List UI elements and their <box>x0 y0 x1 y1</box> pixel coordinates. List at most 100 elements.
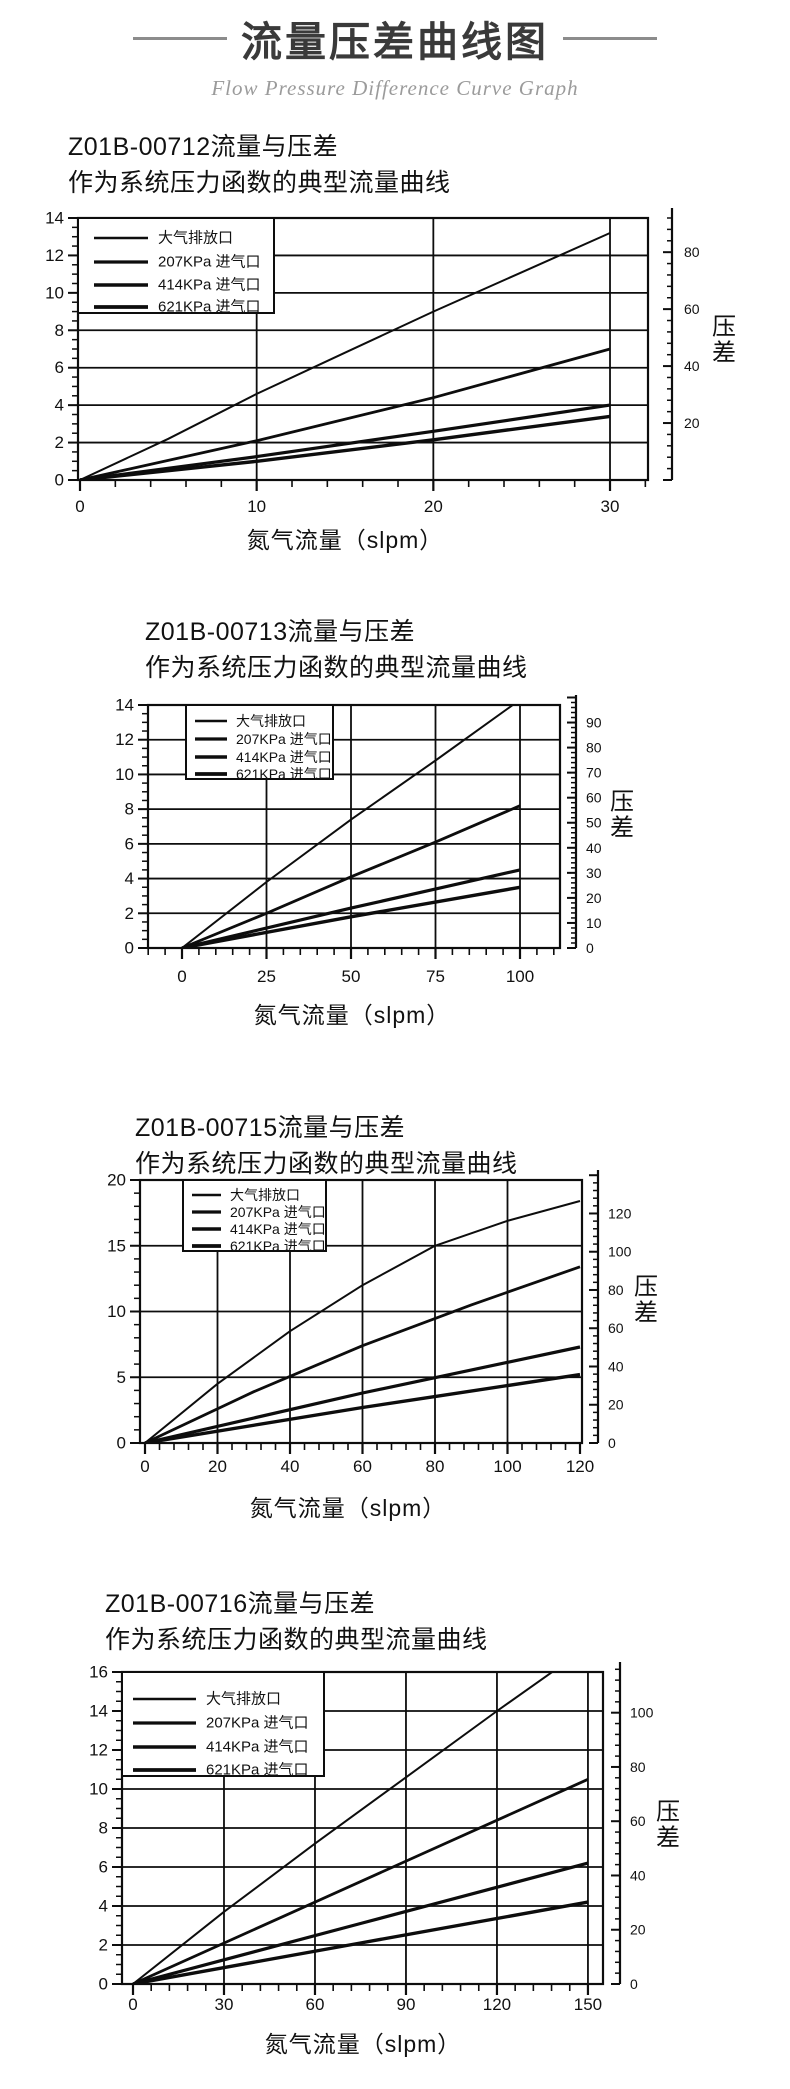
y-left-tick-label: 0 <box>99 1975 108 1994</box>
x-tick-label: 100 <box>493 1457 521 1476</box>
gridlines <box>140 1180 582 1443</box>
y-right-tick-label: 0 <box>608 1435 616 1451</box>
chart-Z01B-00713: 0 2 4 6 8 10 12 14 0 25 50 75 100 0 10 20 30 40 50 60 70 80 90… <box>115 618 634 1028</box>
y-left-tick-label: 8 <box>125 800 134 819</box>
right-axis-title-char: 差 <box>656 1825 680 1852</box>
chart-title-line1: Z01B-00713流量与压差 <box>145 618 415 646</box>
y-left-tick-label: 0 <box>117 1434 126 1453</box>
right-axis-title-char: 差 <box>634 1300 658 1327</box>
x-axis-title: 氮气流量（slpm） <box>247 527 444 553</box>
y-right-tick-label: 50 <box>586 815 602 831</box>
y-left-tick-label: 15 <box>107 1236 126 1255</box>
y-right-tick-label: 0 <box>630 1976 638 1992</box>
curves <box>181 705 521 948</box>
legend-label: 大气排放口 <box>236 713 306 729</box>
x-tick-label: 30 <box>215 1995 234 2014</box>
y-left-tick-label: 2 <box>55 433 64 452</box>
legend-label: 大气排放口 <box>158 230 233 247</box>
x-tick-label: 25 <box>257 967 276 986</box>
y-right-tick-label: 100 <box>608 1244 632 1260</box>
curve-207kpa-inlet <box>181 804 521 948</box>
curve-atmospheric-vent <box>132 1672 554 1984</box>
y-left-tick-label: 14 <box>45 209 64 228</box>
x-tick-label: 40 <box>281 1457 300 1476</box>
y-right-tick-label: 40 <box>608 1358 624 1374</box>
main-title: 流量压差曲线图 <box>241 19 549 65</box>
bottom-axis: 0 25 50 75 100 <box>147 948 555 986</box>
legend-label: 大气排放口 <box>230 1187 300 1203</box>
x-tick-label: 30 <box>601 497 620 516</box>
y-left-tick-label: 6 <box>99 1858 108 1877</box>
curves <box>132 1672 589 1984</box>
x-tick-label: 80 <box>426 1457 445 1476</box>
x-axis-title: 氮气流量（slpm） <box>265 2031 462 2057</box>
curve-atmospheric-vent <box>144 1200 581 1443</box>
right-axis-title: 压差 <box>634 1274 658 1327</box>
y-left-tick-label: 14 <box>89 1702 108 1721</box>
x-tick-label: 0 <box>177 967 186 986</box>
y-right-tick-label: 60 <box>630 1813 646 1829</box>
y-left-tick-label: 5 <box>117 1368 126 1387</box>
right-axis-title: 压差 <box>610 789 634 842</box>
y-right-tick-label: 10 <box>586 915 602 931</box>
y-right-tick-label: 0 <box>586 940 594 956</box>
x-tick-label: 120 <box>566 1457 594 1476</box>
y-left-tick-label: 4 <box>55 396 64 415</box>
main-subtitle: Flow Pressure Difference Curve Graph <box>211 76 579 100</box>
y-right-tick-label: 40 <box>586 840 602 856</box>
x-axis-title: 氮气流量（slpm） <box>254 1002 451 1028</box>
curve-621kpa-inlet <box>132 1900 589 1984</box>
curve-207kpa-inlet <box>144 1265 581 1443</box>
x-tick-label: 60 <box>353 1457 372 1476</box>
x-tick-label: 0 <box>140 1457 149 1476</box>
chart-Z01B-00715: 0 5 10 15 20 0 20 40 60 80 100 120 0 20 40 60 80 100 120 压差… <box>107 1114 658 1521</box>
chart-title-line1: Z01B-00712流量与压差 <box>68 133 338 161</box>
x-tick-label: 150 <box>574 1995 602 2014</box>
x-axis-title: 氮气流量（slpm） <box>250 1495 447 1521</box>
legend-label: 207KPa 进气口 <box>236 731 332 747</box>
x-tick-label: 120 <box>483 1995 511 2014</box>
y-right-tick-label: 20 <box>684 415 700 431</box>
x-tick-label: 90 <box>397 1995 416 2014</box>
y-left-tick-label: 4 <box>125 869 134 888</box>
curve-621kpa-inlet <box>144 1372 581 1443</box>
x-tick-label: 10 <box>247 497 266 516</box>
y-left-tick-label: 2 <box>99 1936 108 1955</box>
left-axis: 0 2 4 6 8 10 12 14 <box>115 696 148 958</box>
legend-label: 414KPa 进气口 <box>158 277 261 294</box>
y-right-tick-label: 20 <box>608 1397 624 1413</box>
x-tick-label: 50 <box>342 967 361 986</box>
y-right-tick-label: 60 <box>586 790 602 806</box>
chart-title-line1: Z01B-00715流量与压差 <box>135 1114 405 1142</box>
y-right-tick-label: 20 <box>586 890 602 906</box>
y-left-tick-label: 20 <box>107 1171 126 1190</box>
chart-title-line2: 作为系统压力函数的典型流量曲线 <box>105 1626 488 1654</box>
y-right-tick-label: 30 <box>586 865 602 881</box>
right-axis: 0 20 40 60 80 100 <box>611 1662 654 1992</box>
chart-title-line2: 作为系统压力函数的典型流量曲线 <box>135 1150 518 1178</box>
right-axis: 0 20 40 60 80 100 120 <box>589 1170 632 1451</box>
legend-box <box>182 1179 327 1252</box>
curves <box>79 232 611 480</box>
legend-label: 207KPa 进气口 <box>230 1204 326 1220</box>
y-right-tick-label: 90 <box>586 715 602 731</box>
y-right-tick-label: 20 <box>630 1922 646 1938</box>
y-left-tick-label: 10 <box>89 1780 108 1799</box>
y-right-tick-label: 60 <box>608 1320 624 1336</box>
y-left-tick-label: 6 <box>55 358 64 377</box>
y-left-tick-label: 8 <box>99 1819 108 1838</box>
bottom-axis: 0 10 20 30 <box>75 480 647 516</box>
legend-label: 大气排放口 <box>206 1691 281 1708</box>
y-right-tick-label: 80 <box>608 1282 624 1298</box>
bottom-axis: 0 20 40 60 80 100 120 <box>140 1443 594 1476</box>
chart-title-line2: 作为系统压力函数的典型流量曲线 <box>68 169 451 197</box>
y-left-tick-label: 6 <box>125 834 134 853</box>
right-axis-title-char: 压 <box>656 1799 680 1826</box>
legend-box <box>77 217 275 314</box>
curve-207kpa-inlet <box>79 347 611 480</box>
legend-label: 621KPa 进气口 <box>236 766 332 782</box>
y-right-tick-label: 80 <box>630 1759 646 1775</box>
